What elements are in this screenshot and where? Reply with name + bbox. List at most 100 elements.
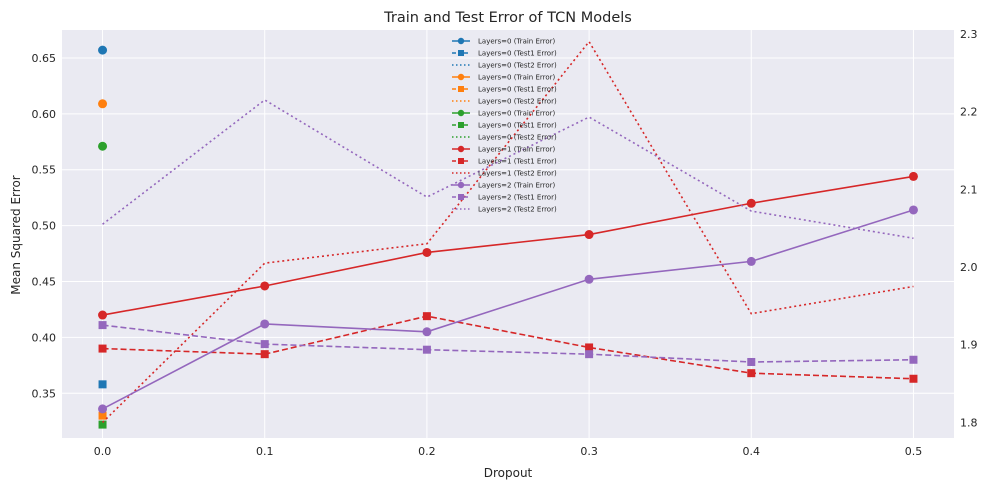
x-tick-label: 0.3: [580, 445, 598, 458]
series-line: [102, 324, 914, 363]
x-tick-label: 0.0: [94, 445, 112, 458]
series-12: [98, 205, 918, 414]
legend-label: Layers=1 (Test1 Error): [478, 158, 557, 166]
data-point: [909, 374, 918, 383]
legend-label: Layers=0 (Train Error): [478, 38, 556, 46]
legend-label: Layers=2 (Train Error): [478, 182, 556, 190]
data-point: [260, 319, 270, 329]
legend-marker: [458, 122, 464, 128]
legend-label: Layers=1 (Test2 Error): [478, 170, 557, 178]
x-tick-label: 0.4: [743, 445, 761, 458]
x-tick-label: 0.2: [418, 445, 436, 458]
y-tick-label: 0.65: [32, 52, 57, 65]
series-layer: [98, 40, 918, 429]
legend-label: Layers=0 (Test2 Error): [478, 134, 557, 142]
y2-tick-label: 1.9: [960, 339, 978, 352]
legend-label: Layers=0 (Test1 Error): [478, 86, 557, 94]
legend-marker: [457, 37, 465, 45]
legend-label: Layers=0 (Test2 Error): [478, 98, 557, 106]
legend-marker: [457, 145, 465, 153]
y-tick-label: 0.35: [32, 387, 57, 400]
series-14: [102, 98, 914, 240]
legend-label: Layers=0 (Test1 Error): [478, 122, 557, 130]
data-point: [260, 281, 270, 291]
data-point: [98, 420, 107, 429]
data-point: [908, 205, 918, 215]
data-point: [98, 321, 107, 330]
series-7: [98, 420, 107, 429]
plot-background: [62, 30, 954, 438]
data-point: [98, 310, 108, 320]
x-tick-label: 0.1: [256, 445, 274, 458]
data-point: [585, 350, 594, 359]
legend-marker: [457, 73, 465, 81]
legend-label: Layers=2 (Test2 Error): [478, 206, 557, 214]
y-tick-label: 0.60: [32, 108, 57, 121]
x-tick-label: 0.5: [905, 445, 923, 458]
series-1: [98, 380, 107, 389]
data-point: [908, 171, 918, 181]
legend: Layers=0 (Train Error) Layers=0 (Test1 Er…: [452, 38, 557, 214]
y-axis-label: Mean Squared Error: [9, 175, 23, 295]
data-point: [98, 45, 108, 55]
legend-label: Layers=0 (Test1 Error): [478, 50, 557, 58]
series-4: [98, 411, 107, 420]
x-axis-label: Dropout: [484, 466, 533, 480]
legend-marker: [457, 109, 465, 117]
series-line: [101, 40, 914, 424]
legend-label: Layers=2 (Test1 Error): [478, 194, 557, 202]
data-point: [422, 327, 432, 337]
series-line: [102, 175, 914, 316]
y2-tick-label: 2.3: [960, 28, 978, 41]
series-line: [102, 315, 914, 380]
data-point: [422, 312, 431, 321]
legend-label: Layers=1 (Train Error): [478, 146, 556, 154]
data-point: [260, 350, 269, 359]
data-point: [747, 357, 756, 366]
series-line: [102, 98, 914, 240]
series-3: [98, 99, 108, 109]
data-point: [98, 404, 108, 414]
y2-tick-label: 2.1: [960, 183, 978, 196]
series-0: [98, 45, 108, 55]
data-point: [746, 256, 756, 266]
data-point: [747, 369, 756, 378]
y-tick-label: 0.40: [32, 331, 57, 344]
legend-label: Layers=0 (Train Error): [478, 74, 556, 82]
data-point: [584, 274, 594, 284]
legend-label: Layers=0 (Test2 Error): [478, 62, 557, 70]
data-point: [260, 340, 269, 349]
y-tick-label: 0.45: [32, 276, 57, 289]
data-point: [98, 344, 107, 353]
axes-layer: 0.0 0.1 0.2 0.3 0.4 0.5 0.35 0.40 0.45 0.50 0.55 0.…: [32, 28, 978, 458]
y2-tick-label: 1.8: [960, 416, 978, 429]
data-point: [585, 343, 594, 352]
data-point: [98, 411, 107, 420]
y-tick-label: 0.50: [32, 220, 57, 233]
data-point: [98, 99, 108, 109]
series-11: [101, 40, 914, 424]
legend-marker: [458, 194, 464, 200]
series-9: [98, 171, 918, 320]
data-point: [98, 141, 108, 151]
series-line: [102, 209, 914, 410]
data-point: [584, 230, 594, 240]
data-point: [422, 247, 432, 257]
data-point: [422, 345, 431, 354]
series-6: [98, 141, 108, 151]
legend-label: Layers=0 (Train Error): [478, 110, 556, 118]
series-13: [98, 321, 918, 366]
series-10: [98, 312, 918, 383]
legend-marker: [458, 50, 464, 56]
y-tick-label: 0.55: [32, 164, 57, 177]
legend-marker: [458, 158, 464, 164]
data-point: [746, 198, 756, 208]
y2-tick-label: 2.0: [960, 261, 978, 274]
chart-title: Train and Test Error of TCN Models: [383, 10, 632, 26]
y2-tick-label: 2.2: [960, 106, 978, 119]
data-point: [909, 355, 918, 364]
legend-marker: [458, 86, 464, 92]
legend-marker: [457, 181, 465, 189]
